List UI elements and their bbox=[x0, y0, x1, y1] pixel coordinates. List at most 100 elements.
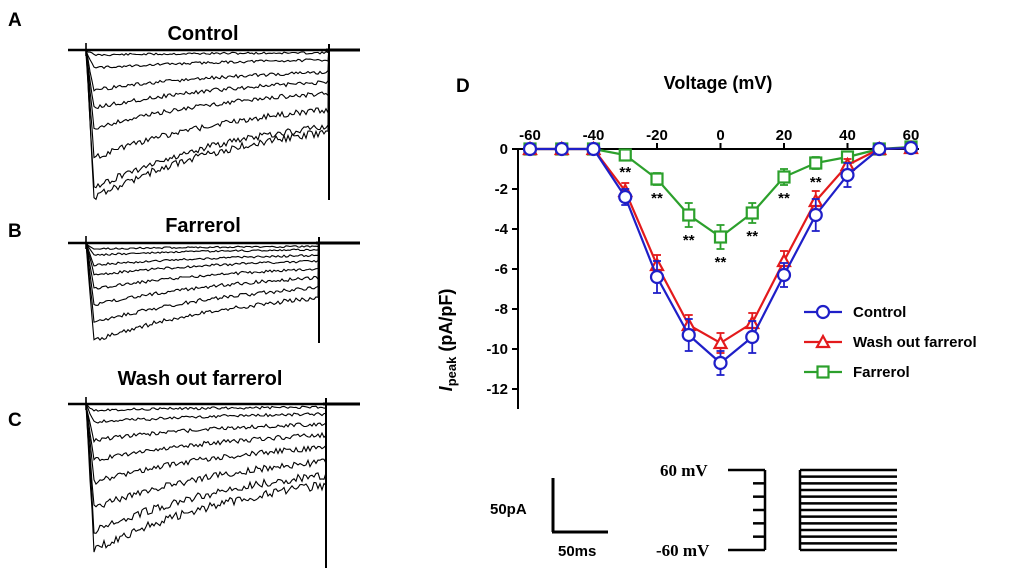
current-trace bbox=[85, 45, 330, 130]
current-trace bbox=[85, 45, 330, 92]
data-point bbox=[777, 170, 791, 184]
data-point bbox=[649, 269, 665, 285]
legend-label: Wash out farrerol bbox=[853, 334, 977, 351]
y-tick-label: -12 bbox=[486, 381, 508, 398]
current-trace bbox=[85, 45, 330, 189]
y-axis-title-units: (pA/pF) bbox=[436, 289, 456, 357]
legend-marker bbox=[816, 365, 830, 379]
current-traces-washout bbox=[68, 397, 360, 568]
significance-marker: ** bbox=[651, 190, 663, 207]
panel-letter-d: D bbox=[456, 76, 470, 97]
current-trace bbox=[85, 238, 320, 276]
current-trace bbox=[85, 400, 327, 424]
data-point bbox=[745, 329, 760, 345]
scale-bar: 50pA 50ms bbox=[490, 478, 608, 560]
current-trace bbox=[85, 45, 330, 57]
protocol-ladder bbox=[728, 468, 767, 552]
data-point bbox=[840, 167, 855, 183]
legend: Control Wash out farrerol Farrerol bbox=[804, 304, 977, 381]
current-trace bbox=[85, 400, 327, 462]
x-tick-label: 20 bbox=[776, 127, 793, 144]
protocol-bottom-label: -60 mV bbox=[656, 541, 710, 560]
current-trace bbox=[85, 400, 327, 412]
data-point bbox=[618, 189, 633, 205]
current-trace bbox=[85, 238, 320, 341]
series-control bbox=[522, 140, 919, 376]
current-trace bbox=[85, 238, 320, 323]
data-point bbox=[712, 334, 729, 350]
data-point bbox=[745, 206, 759, 220]
y-axis-title-sub: peak bbox=[444, 356, 459, 386]
y-tick-label: -8 bbox=[495, 301, 508, 318]
current-trace bbox=[85, 238, 320, 290]
legend-label: Control bbox=[853, 304, 906, 321]
y-tick-label: -4 bbox=[495, 221, 509, 238]
current-trace bbox=[85, 238, 320, 257]
y-tick-label: -10 bbox=[486, 341, 508, 358]
x-tick-label: 40 bbox=[839, 127, 856, 144]
x-tick-label: -20 bbox=[646, 127, 668, 144]
current-trace bbox=[85, 45, 330, 159]
y-tick-label: 0 bbox=[500, 141, 508, 158]
data-point bbox=[681, 327, 696, 343]
current-traces-control bbox=[68, 43, 360, 201]
significance-marker: ** bbox=[810, 174, 822, 191]
current-trace bbox=[85, 400, 327, 553]
iv-annotations: ** ** ** ** ** ** ** bbox=[619, 164, 821, 271]
y-tick-label: -6 bbox=[495, 261, 508, 278]
y-axis-title-main: I bbox=[436, 385, 456, 391]
current-trace bbox=[85, 45, 330, 70]
protocol-steps bbox=[798, 468, 897, 552]
current-trace bbox=[85, 400, 327, 486]
iv-axes: -60 -40 -20 0 20 40 60 0 -2 -4 -6 -8 -10 -12 bbox=[486, 127, 919, 409]
data-point bbox=[808, 207, 823, 223]
x-tick-label: -60 bbox=[519, 127, 541, 144]
legend-label: Farrerol bbox=[853, 364, 910, 381]
x-axis-title: Voltage (mV) bbox=[664, 73, 773, 93]
significance-marker: ** bbox=[778, 190, 790, 207]
panel-letter-c: C bbox=[8, 410, 22, 431]
voltage-protocol: 60 mV -60 mV bbox=[656, 461, 897, 560]
current-trace bbox=[85, 238, 320, 267]
scale-bar-current-label: 50pA bbox=[490, 501, 527, 518]
iv-chart: Voltage (mV) Ipeak (pA/pF) -60 -40 -20 0 20 4… bbox=[436, 73, 977, 409]
data-point bbox=[650, 172, 664, 186]
iv-series bbox=[522, 139, 919, 376]
y-axis-title: Ipeak (pA/pF) bbox=[436, 289, 459, 392]
current-trace bbox=[85, 400, 327, 534]
panel-title-control: Control bbox=[167, 23, 238, 45]
panel-letter-a: A bbox=[8, 10, 22, 31]
current-trace bbox=[85, 45, 330, 201]
data-point bbox=[903, 140, 919, 156]
series-farrerol bbox=[523, 140, 918, 250]
significance-marker: ** bbox=[746, 228, 758, 245]
y-tick-label: -2 bbox=[495, 181, 508, 198]
legend-marker bbox=[815, 304, 831, 320]
protocol-top-label: 60 mV bbox=[660, 461, 708, 480]
current-trace bbox=[85, 238, 320, 306]
data-point bbox=[554, 141, 569, 157]
current-traces-farrerol bbox=[68, 236, 360, 343]
scale-bar-time-label: 50ms bbox=[558, 543, 596, 560]
panel-letter-b: B bbox=[8, 221, 22, 242]
data-point bbox=[809, 156, 823, 170]
data-point bbox=[713, 355, 728, 371]
significance-marker: ** bbox=[683, 232, 695, 249]
x-tick-label: 0 bbox=[716, 127, 724, 144]
data-point bbox=[618, 148, 632, 162]
panel-title-washout: Wash out farrerol bbox=[118, 368, 283, 390]
x-tick-label: 60 bbox=[903, 127, 920, 144]
data-point bbox=[586, 141, 601, 157]
data-point bbox=[872, 141, 887, 157]
data-point bbox=[713, 230, 728, 244]
current-trace bbox=[85, 400, 327, 508]
data-point bbox=[776, 267, 792, 283]
significance-marker: ** bbox=[715, 254, 727, 271]
legend-marker bbox=[815, 333, 831, 349]
panel-title-farrerol: Farrerol bbox=[165, 215, 241, 237]
significance-marker: ** bbox=[619, 164, 631, 181]
x-tick-label: -40 bbox=[583, 127, 605, 144]
data-point bbox=[522, 141, 538, 157]
current-trace bbox=[85, 238, 320, 250]
